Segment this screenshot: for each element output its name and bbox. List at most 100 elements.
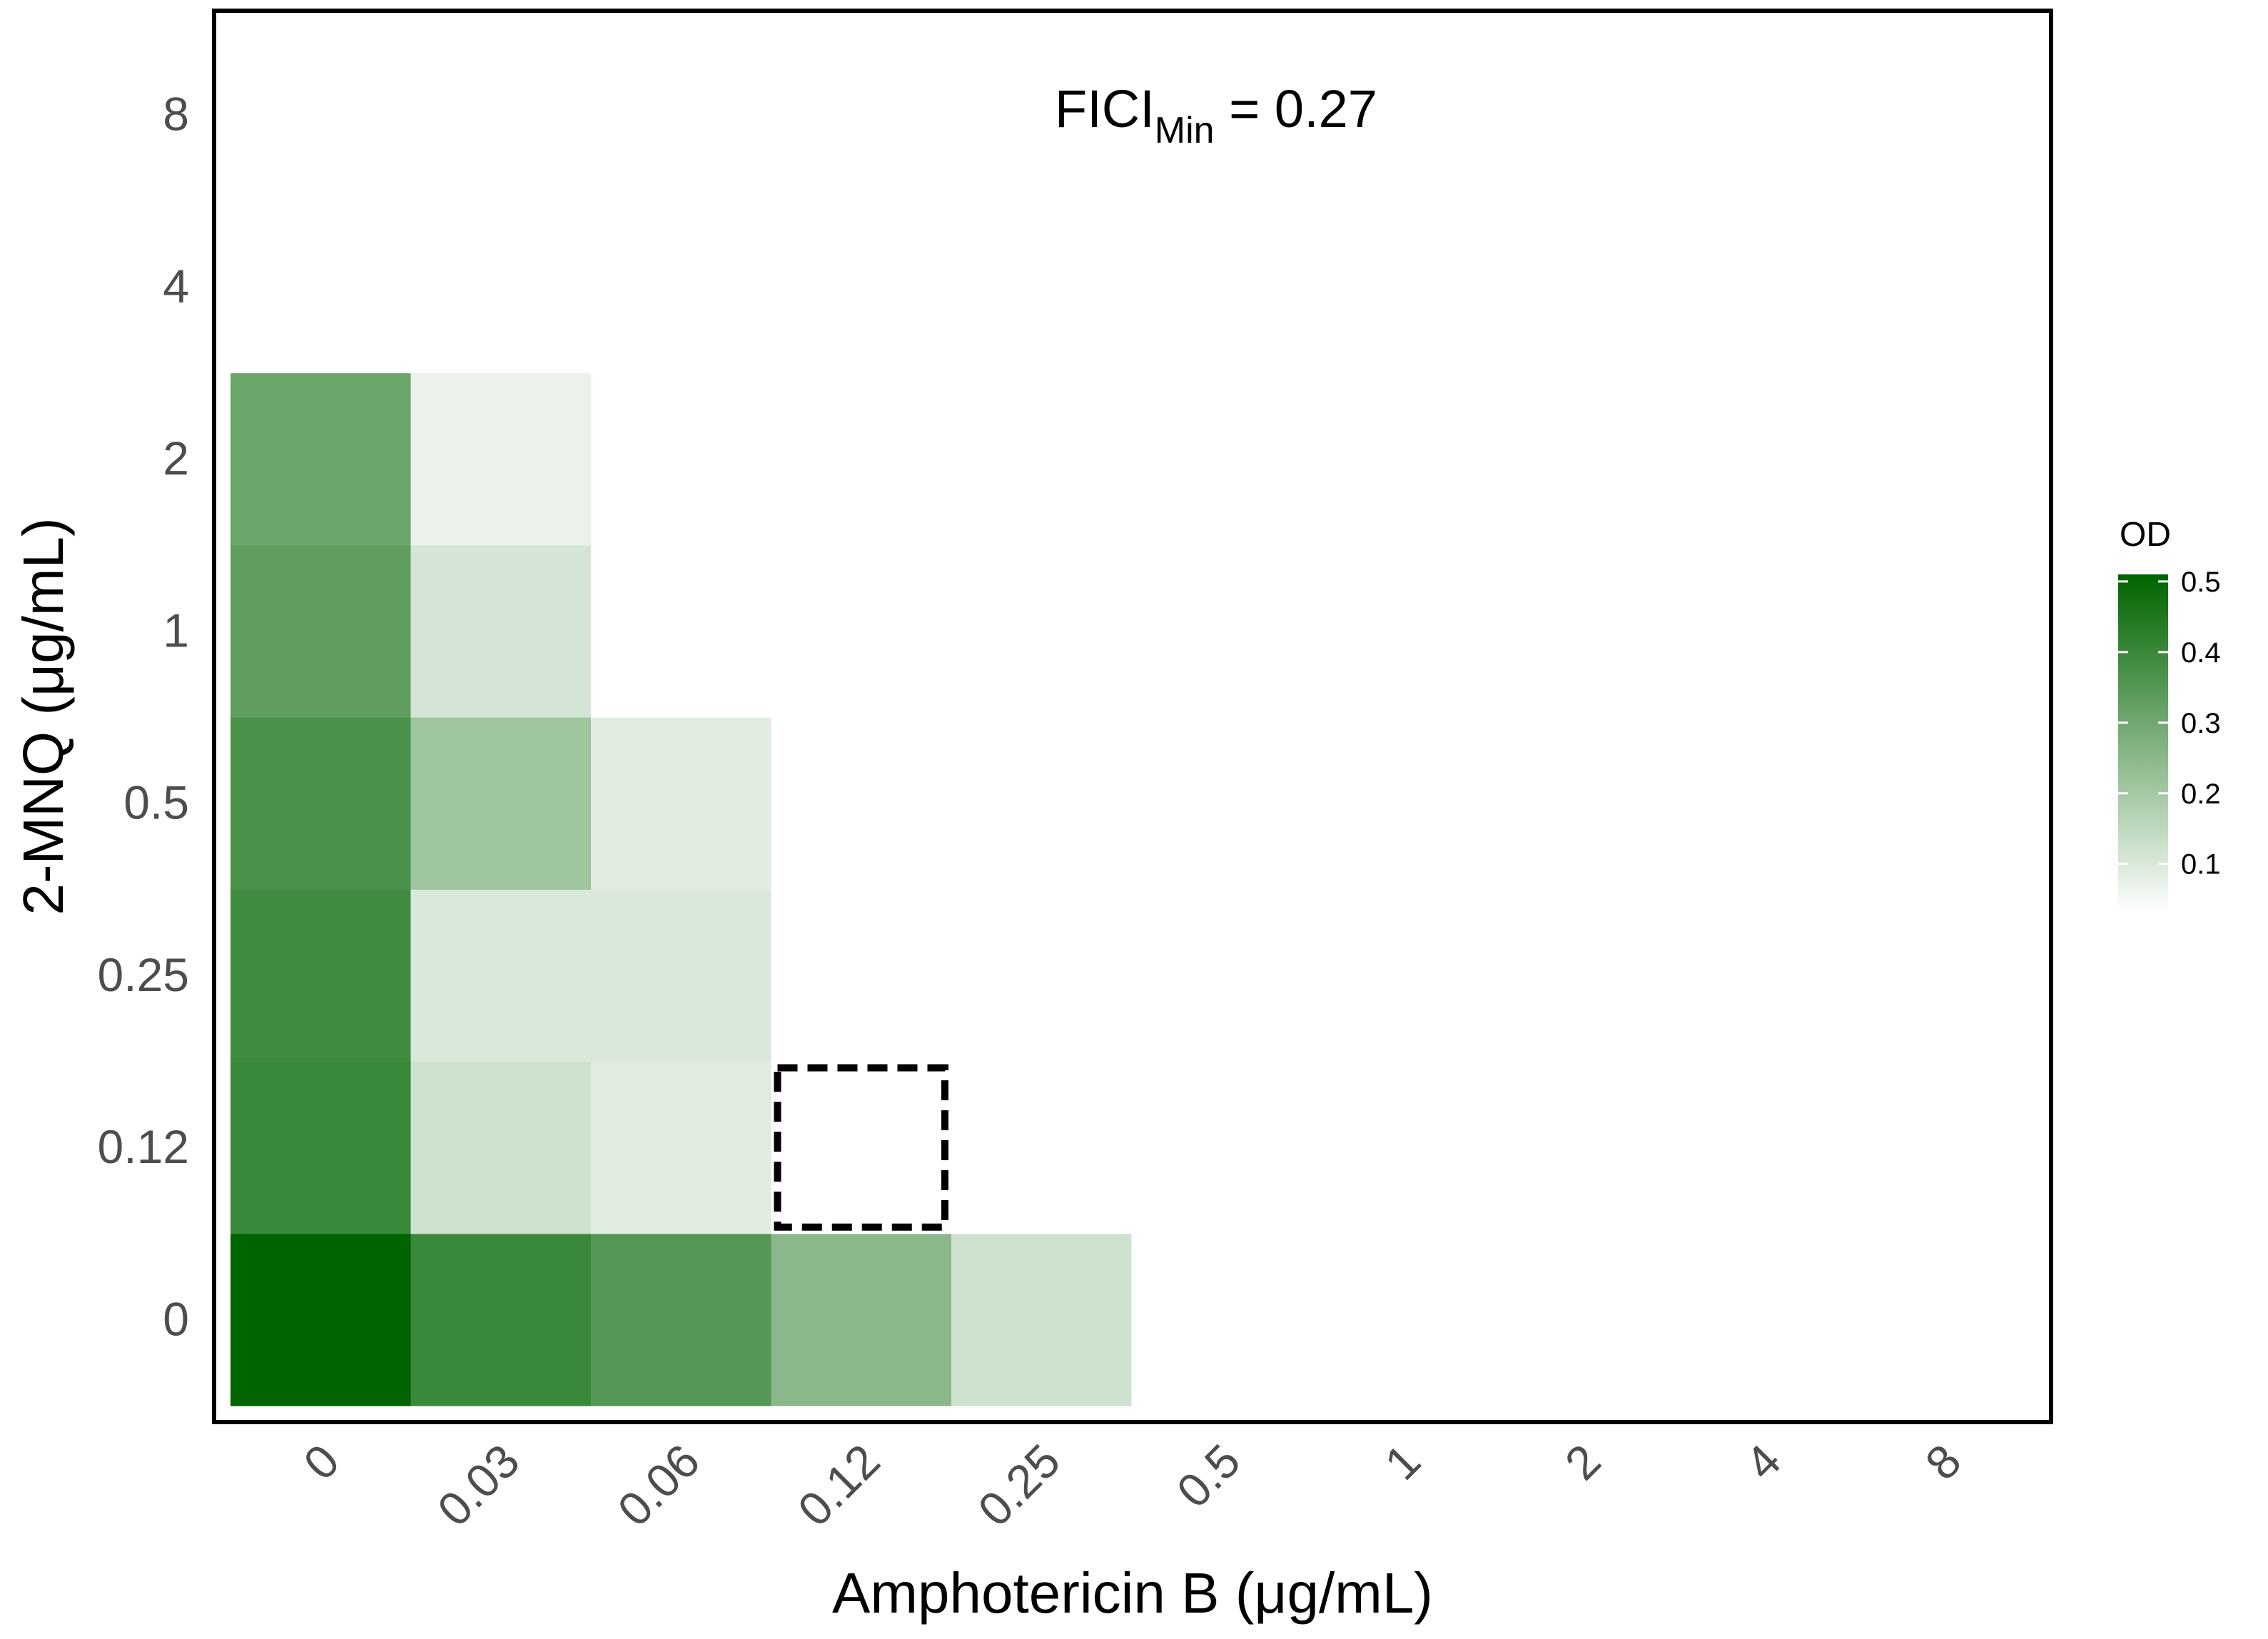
heatmap-cell xyxy=(1672,1061,1853,1234)
heatmap-cell xyxy=(1672,544,1853,718)
heatmap-cell xyxy=(410,29,592,201)
heatmap-cell xyxy=(410,544,592,718)
y-tick-label: 8 xyxy=(163,88,189,141)
y-axis-tick-labels: 0 0.12 0.25 0.5 1 2 4 8 xyxy=(98,88,189,1346)
x-tick-label: 0.06 xyxy=(607,1434,709,1536)
heatmap-cell xyxy=(1852,889,2033,1062)
heatmap-cell xyxy=(410,201,592,374)
colorbar-tick-label: 0.1 xyxy=(2181,849,2221,881)
heatmap-cell xyxy=(231,29,412,201)
x-tick-label: 0 xyxy=(293,1434,349,1490)
heatmap-cell xyxy=(1492,201,1673,374)
heatmap-cell xyxy=(771,1233,952,1406)
heatmap-cell xyxy=(1672,1233,1853,1406)
fici-subscript: Min xyxy=(1155,110,1215,151)
heatmap-cell xyxy=(771,29,952,201)
x-tick-label: 8 xyxy=(1915,1434,1970,1490)
colorbar-ticks: 0.1 0.2 0.3 0.4 0.5 xyxy=(2118,567,2221,881)
heatmap-cell xyxy=(1312,544,1493,718)
heatmap-cell xyxy=(1312,717,1493,890)
heatmap-cell xyxy=(231,372,412,546)
heatmap-cell xyxy=(951,1061,1133,1234)
heatmap-cell xyxy=(1131,717,1312,890)
heatmap-cell xyxy=(1672,717,1853,890)
heatmap-cell xyxy=(771,201,952,374)
heatmap-cell xyxy=(1852,544,2033,718)
heatmap-cell xyxy=(951,717,1133,890)
fici-value: = 0.27 xyxy=(1215,79,1377,138)
heatmap-cell xyxy=(1131,201,1312,374)
heatmap-cell xyxy=(1852,372,2033,546)
y-tick-label: 0 xyxy=(163,1292,189,1345)
heatmap-cell xyxy=(1852,717,2033,890)
heatmap-cell xyxy=(1492,717,1673,890)
heatmap-cell xyxy=(951,201,1133,374)
heatmap-cell xyxy=(1672,201,1853,374)
y-tick-label: 1 xyxy=(163,604,189,656)
heatmap-cell xyxy=(231,544,412,718)
heatmap-cell xyxy=(1492,544,1673,718)
x-tick-label: 0.25 xyxy=(968,1434,1070,1536)
heatmap-cell xyxy=(771,717,952,890)
heatmap-cell xyxy=(1852,29,2033,201)
y-axis-title: 2-MNQ (μg/mL) xyxy=(11,517,75,915)
heatmap-cell xyxy=(591,372,772,546)
heatmap-cell xyxy=(771,1061,952,1234)
y-tick-label: 2 xyxy=(163,432,189,484)
heatmap-cell xyxy=(1131,889,1312,1062)
heatmap-cell xyxy=(771,889,952,1062)
fici-min-highlight-box xyxy=(774,1064,948,1231)
heatmap-cell xyxy=(1672,372,1853,546)
heatmap-cell xyxy=(1312,29,1493,201)
heatmap-cell xyxy=(951,889,1133,1062)
heatmap-cell xyxy=(1492,372,1673,546)
heatmap-cell xyxy=(591,889,772,1062)
colorbar-tick-label: 0.4 xyxy=(2181,637,2221,669)
heatmap-cell xyxy=(951,1233,1133,1406)
heatmap-cell xyxy=(1492,29,1673,201)
heatmap-cell xyxy=(951,372,1133,546)
heatmap-cell xyxy=(591,201,772,374)
y-tick-label: 4 xyxy=(163,260,189,313)
heatmap-cell xyxy=(410,889,592,1062)
x-tick-label: 0.12 xyxy=(788,1434,890,1536)
heatmap-cell xyxy=(231,889,412,1062)
heatmap-cell xyxy=(1312,201,1493,374)
y-tick-label: 0.25 xyxy=(98,948,189,1001)
heatmap-cell xyxy=(951,544,1133,718)
heatmap-cell xyxy=(1131,29,1312,201)
heatmap-cell xyxy=(1131,1233,1312,1406)
x-tick-label: 4 xyxy=(1735,1434,1791,1490)
heatmap-cell xyxy=(591,1061,772,1234)
colorbar-legend: OD 0.1 0.2 0.3 0.4 0.5 xyxy=(2118,516,2221,913)
heatmap-cell xyxy=(1852,1233,2033,1406)
x-tick-label: 0.5 xyxy=(1166,1434,1250,1518)
heatmap-cell xyxy=(410,1233,592,1406)
heatmap-cell xyxy=(591,29,772,201)
heatmap-cell xyxy=(410,372,592,546)
heatmap-cell xyxy=(1672,889,1853,1062)
heatmap-cell xyxy=(1312,889,1493,1062)
plot-panel-border xyxy=(212,9,2053,1424)
heatmap-cell xyxy=(591,717,772,890)
heatmap-cell xyxy=(951,29,1133,201)
x-axis-tick-labels: 0 0.03 0.06 0.12 0.25 0.5 1 2 4 8 xyxy=(293,1434,1971,1536)
fici-min-annotation: FICIMin = 0.27 xyxy=(1055,79,1377,151)
heatmap-cell xyxy=(1492,1233,1673,1406)
heatmap-cell xyxy=(231,1061,412,1234)
heatmap-cell xyxy=(1852,201,2033,374)
heatmap-cell xyxy=(410,1061,592,1234)
heatmap-cell xyxy=(591,1233,772,1406)
heatmap-cell xyxy=(1312,1061,1493,1234)
y-tick-label: 0.12 xyxy=(98,1120,189,1173)
colorbar-title: OD xyxy=(2120,516,2171,554)
colorbar-tick-label: 0.5 xyxy=(2181,567,2221,598)
heatmap-cell xyxy=(231,717,412,890)
x-tick-label: 0.03 xyxy=(427,1434,530,1536)
fici-label: FICI xyxy=(1055,79,1155,138)
heatmap-cell xyxy=(231,1233,412,1406)
heatmap-cell xyxy=(771,544,952,718)
y-tick-label: 0.5 xyxy=(123,776,189,829)
heatmap-cell xyxy=(591,544,772,718)
